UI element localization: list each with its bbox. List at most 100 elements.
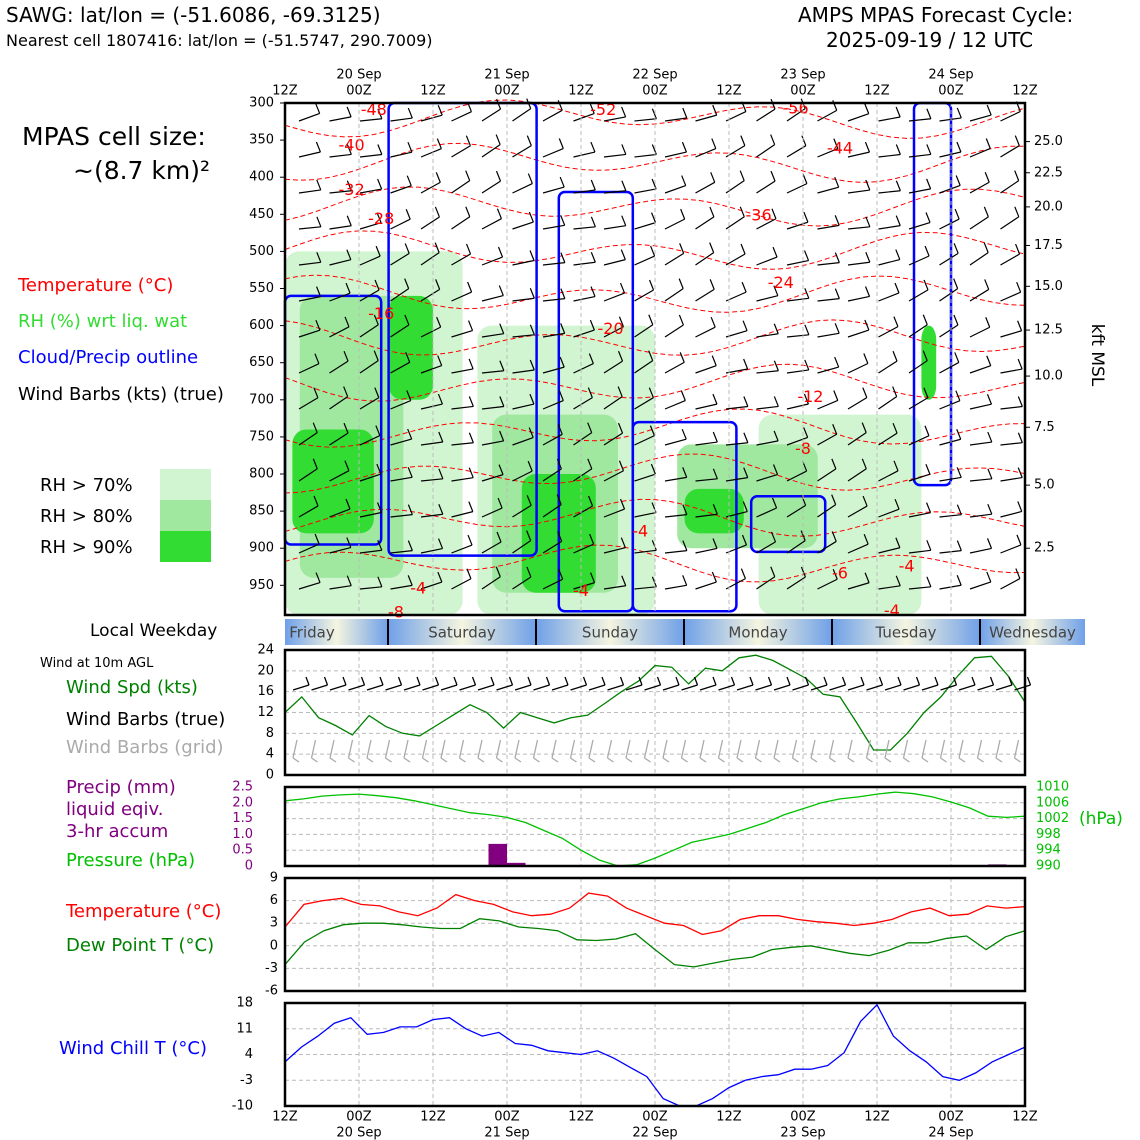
wind-barb — [451, 330, 473, 338]
wind-barb-flag — [560, 323, 566, 334]
cycle-time: 2025-09-19 / 12 UTC — [826, 28, 1034, 52]
wind-barb-flag — [651, 540, 657, 551]
time-label-bottom: 12Z — [1012, 1110, 1038, 1125]
wind-barb-grid-flag — [292, 757, 300, 763]
wind-barb-flag — [621, 215, 627, 226]
wind-barb — [1000, 330, 1022, 338]
wind-barb-flag — [803, 393, 809, 405]
wind-barb-flag — [377, 178, 383, 190]
wind-barb-grid — [292, 739, 298, 759]
wind-barbs-true-label: Wind Barbs (true) — [66, 709, 226, 730]
wind-barb — [695, 114, 717, 122]
wind-barb-flag — [590, 252, 596, 263]
wind-barb-flag — [956, 504, 962, 515]
wind-barb — [908, 397, 929, 410]
wind-barb — [847, 543, 869, 554]
wind-barb — [695, 365, 717, 374]
wind-barb-true-flag — [841, 676, 847, 686]
wind-barb — [878, 190, 901, 194]
wind-barb-grid-flag — [422, 757, 429, 763]
wind-barb — [512, 183, 533, 194]
wind-barb — [1000, 405, 1023, 410]
precip-bar — [507, 862, 526, 866]
wind-barb-flag — [864, 103, 870, 114]
wind-barb-flag — [465, 243, 472, 255]
wind-barb — [939, 252, 959, 266]
precip-label-3: 3-hr accum — [66, 821, 169, 842]
wind-barb-flag — [344, 316, 350, 328]
wind-barb-true — [995, 684, 1013, 691]
wind-barb — [1000, 253, 1020, 266]
pressure-tick-label: 500 — [249, 244, 274, 259]
wind-barb-true-flag — [416, 676, 421, 686]
wind-barb — [603, 190, 626, 194]
wind-barb — [847, 113, 869, 122]
pressure-tick-label: 600 — [249, 318, 274, 333]
wind-barb — [359, 324, 379, 338]
wind-barb-grid-flag — [977, 757, 984, 763]
wind-barb — [298, 261, 321, 266]
wind-barb-grid — [902, 739, 909, 759]
wind-barb-flag — [438, 468, 444, 480]
wind-barb — [512, 221, 534, 230]
wind-barb-flag — [739, 206, 745, 218]
wind-barb-flag — [892, 350, 898, 362]
wind-barb — [573, 112, 595, 122]
wind-barb — [512, 540, 532, 554]
wind-barb-flag — [804, 359, 810, 371]
isotherm-line — [284, 319, 1026, 356]
wind-barb — [329, 292, 351, 302]
wind-barb — [817, 186, 839, 194]
wind-barb-flag — [468, 501, 474, 512]
wind-barb-flag — [956, 429, 962, 440]
kft-tick-label: 10.0 — [1034, 369, 1063, 384]
wind-barb-flag — [435, 172, 441, 183]
wind-barb — [329, 432, 349, 446]
wind-barb-flag — [588, 353, 594, 364]
wind-barb-grid — [847, 739, 853, 759]
wind-barb-grid-flag — [736, 757, 744, 763]
wind-barb — [847, 468, 867, 482]
wind-barb — [695, 326, 716, 338]
wind-barb-true — [755, 684, 772, 691]
wind-barb-flag — [313, 387, 319, 398]
wind-barb — [908, 118, 931, 122]
temperature-line — [284, 892, 1026, 936]
wind-barb — [725, 368, 748, 374]
wind-barb-true-flag — [712, 676, 717, 686]
wind-barb-true-flag — [878, 676, 884, 686]
wind-barb — [390, 151, 413, 158]
wind-barb — [786, 221, 809, 230]
wind-barb-flag — [863, 533, 869, 545]
weekday-label: Wednesday — [989, 624, 1076, 642]
wind-barb — [664, 117, 687, 122]
wind-barb — [298, 112, 320, 122]
wind-barb-grid — [532, 739, 539, 759]
wind-barb — [664, 185, 686, 194]
wind-barb-true — [477, 684, 495, 691]
wind-barb — [878, 585, 901, 590]
wind-barb-flag — [559, 176, 565, 188]
wind-barb-flag — [374, 279, 380, 291]
wind-barb-true-flag — [323, 676, 329, 686]
wind-barb — [573, 432, 593, 446]
wind-barb-grid — [921, 739, 927, 759]
wind-barb — [908, 549, 931, 554]
wind-barb-true — [921, 684, 939, 691]
pressure-tick-label: 400 — [249, 170, 274, 185]
kft-tick-label: 12.5 — [1034, 323, 1063, 338]
wind-speed-line — [284, 654, 1026, 751]
local-weekday-label: Local Weekday — [90, 621, 218, 641]
wind-barb — [786, 259, 809, 266]
wind-barb-true-flag — [527, 676, 532, 686]
wind-barb — [695, 547, 718, 554]
wind-barb — [298, 543, 320, 554]
time-label-bottom: 12Z — [716, 1110, 742, 1125]
wind-barb — [1000, 442, 1023, 446]
wind-barb — [481, 180, 501, 194]
wind-barb-flag — [343, 386, 349, 397]
wind-barb — [756, 108, 776, 122]
wind-barb — [664, 151, 687, 158]
wind-barb-flag — [589, 103, 595, 114]
wind-barb — [603, 326, 624, 338]
